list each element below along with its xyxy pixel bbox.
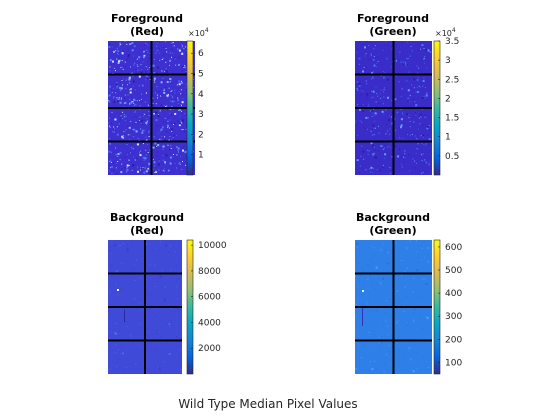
colorbar-tick-label: 8000 (198, 267, 221, 277)
colorbar-tick-label: 10000 (198, 241, 227, 251)
colorbar-tick-label: 500 (445, 266, 462, 276)
colorbar-exponent: ×104 (435, 27, 456, 38)
colorbar-tick-label: 400 (445, 289, 462, 299)
colorbar-tick-label: 6000 (198, 293, 221, 303)
panel-title-foreground-green: Foreground (Green) (338, 12, 448, 38)
panel-title-background-red: Background (Red) (92, 211, 202, 237)
colorbar (433, 239, 441, 375)
bright-spot (117, 289, 119, 291)
panel-title-line1: Background (109, 211, 185, 224)
colorbar-exponent: ×104 (188, 27, 209, 38)
colorbar-tick-label: 3 (198, 110, 204, 120)
colorbar (433, 40, 441, 176)
dark-streak (124, 310, 125, 322)
colorbar-tick-label: 100 (445, 358, 462, 368)
panel-title-line2: (Red) (130, 25, 164, 38)
colorbar-tick-label: 2000 (198, 344, 221, 354)
colorbar-tick-label: 1.5 (445, 114, 459, 124)
colorbar-tick-label: 200 (445, 335, 462, 345)
colorbar-tick-label: 4 (198, 90, 204, 100)
colorbar-tick-label: 2 (445, 94, 451, 104)
panel-title-line2: (Green) (369, 224, 417, 237)
panel-title-line1: Foreground (111, 12, 183, 25)
panel-title-line1: Background (355, 211, 431, 224)
figure-caption: Wild Type Median Pixel Values (178, 397, 358, 411)
colorbar-tick-label: 2 (198, 130, 204, 140)
colorbar-tick-label: 4000 (198, 318, 221, 328)
panel-title-line2: (Green) (369, 25, 417, 38)
panel-title-background-green: Background (Green) (338, 211, 448, 237)
panel-title-foreground-red: Foreground (Red) (92, 12, 202, 38)
colorbar-tick-label: 3.5 (445, 37, 459, 47)
panel-title-line2: (Red) (130, 224, 164, 237)
colorbar-tick-label: 2.5 (445, 75, 459, 85)
colorbar-tick-label: 1 (198, 151, 204, 161)
colorbar-tick-label: 5 (198, 69, 204, 79)
panel-title-line1: Foreground (357, 12, 429, 25)
heatmap-speckle (355, 240, 430, 373)
colorbar-tick-label: 6 (198, 49, 204, 59)
colorbar (186, 40, 194, 176)
colorbar-tick-label: 300 (445, 312, 462, 322)
bright-spot (362, 290, 364, 292)
colorbar-tick-label: 3 (445, 56, 451, 66)
colorbar (186, 239, 194, 375)
colorbar-tick-label: 1 (445, 133, 451, 143)
colorbar-tick-label: 0.5 (445, 152, 459, 162)
dark-streak (362, 308, 363, 326)
colorbar-tick-label: 600 (445, 243, 462, 253)
